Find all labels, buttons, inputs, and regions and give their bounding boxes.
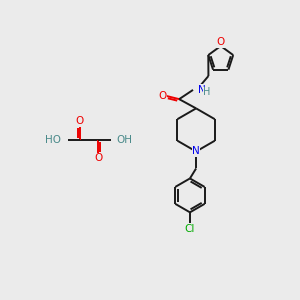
- Text: N: N: [198, 85, 206, 95]
- Text: O: O: [76, 116, 84, 127]
- Text: HO: HO: [45, 135, 62, 145]
- Text: H: H: [203, 87, 210, 97]
- Text: Cl: Cl: [185, 224, 195, 233]
- Text: N: N: [192, 146, 200, 157]
- Text: O: O: [94, 153, 102, 164]
- Text: OH: OH: [117, 135, 133, 145]
- Text: O: O: [217, 37, 225, 47]
- Text: O: O: [158, 91, 166, 101]
